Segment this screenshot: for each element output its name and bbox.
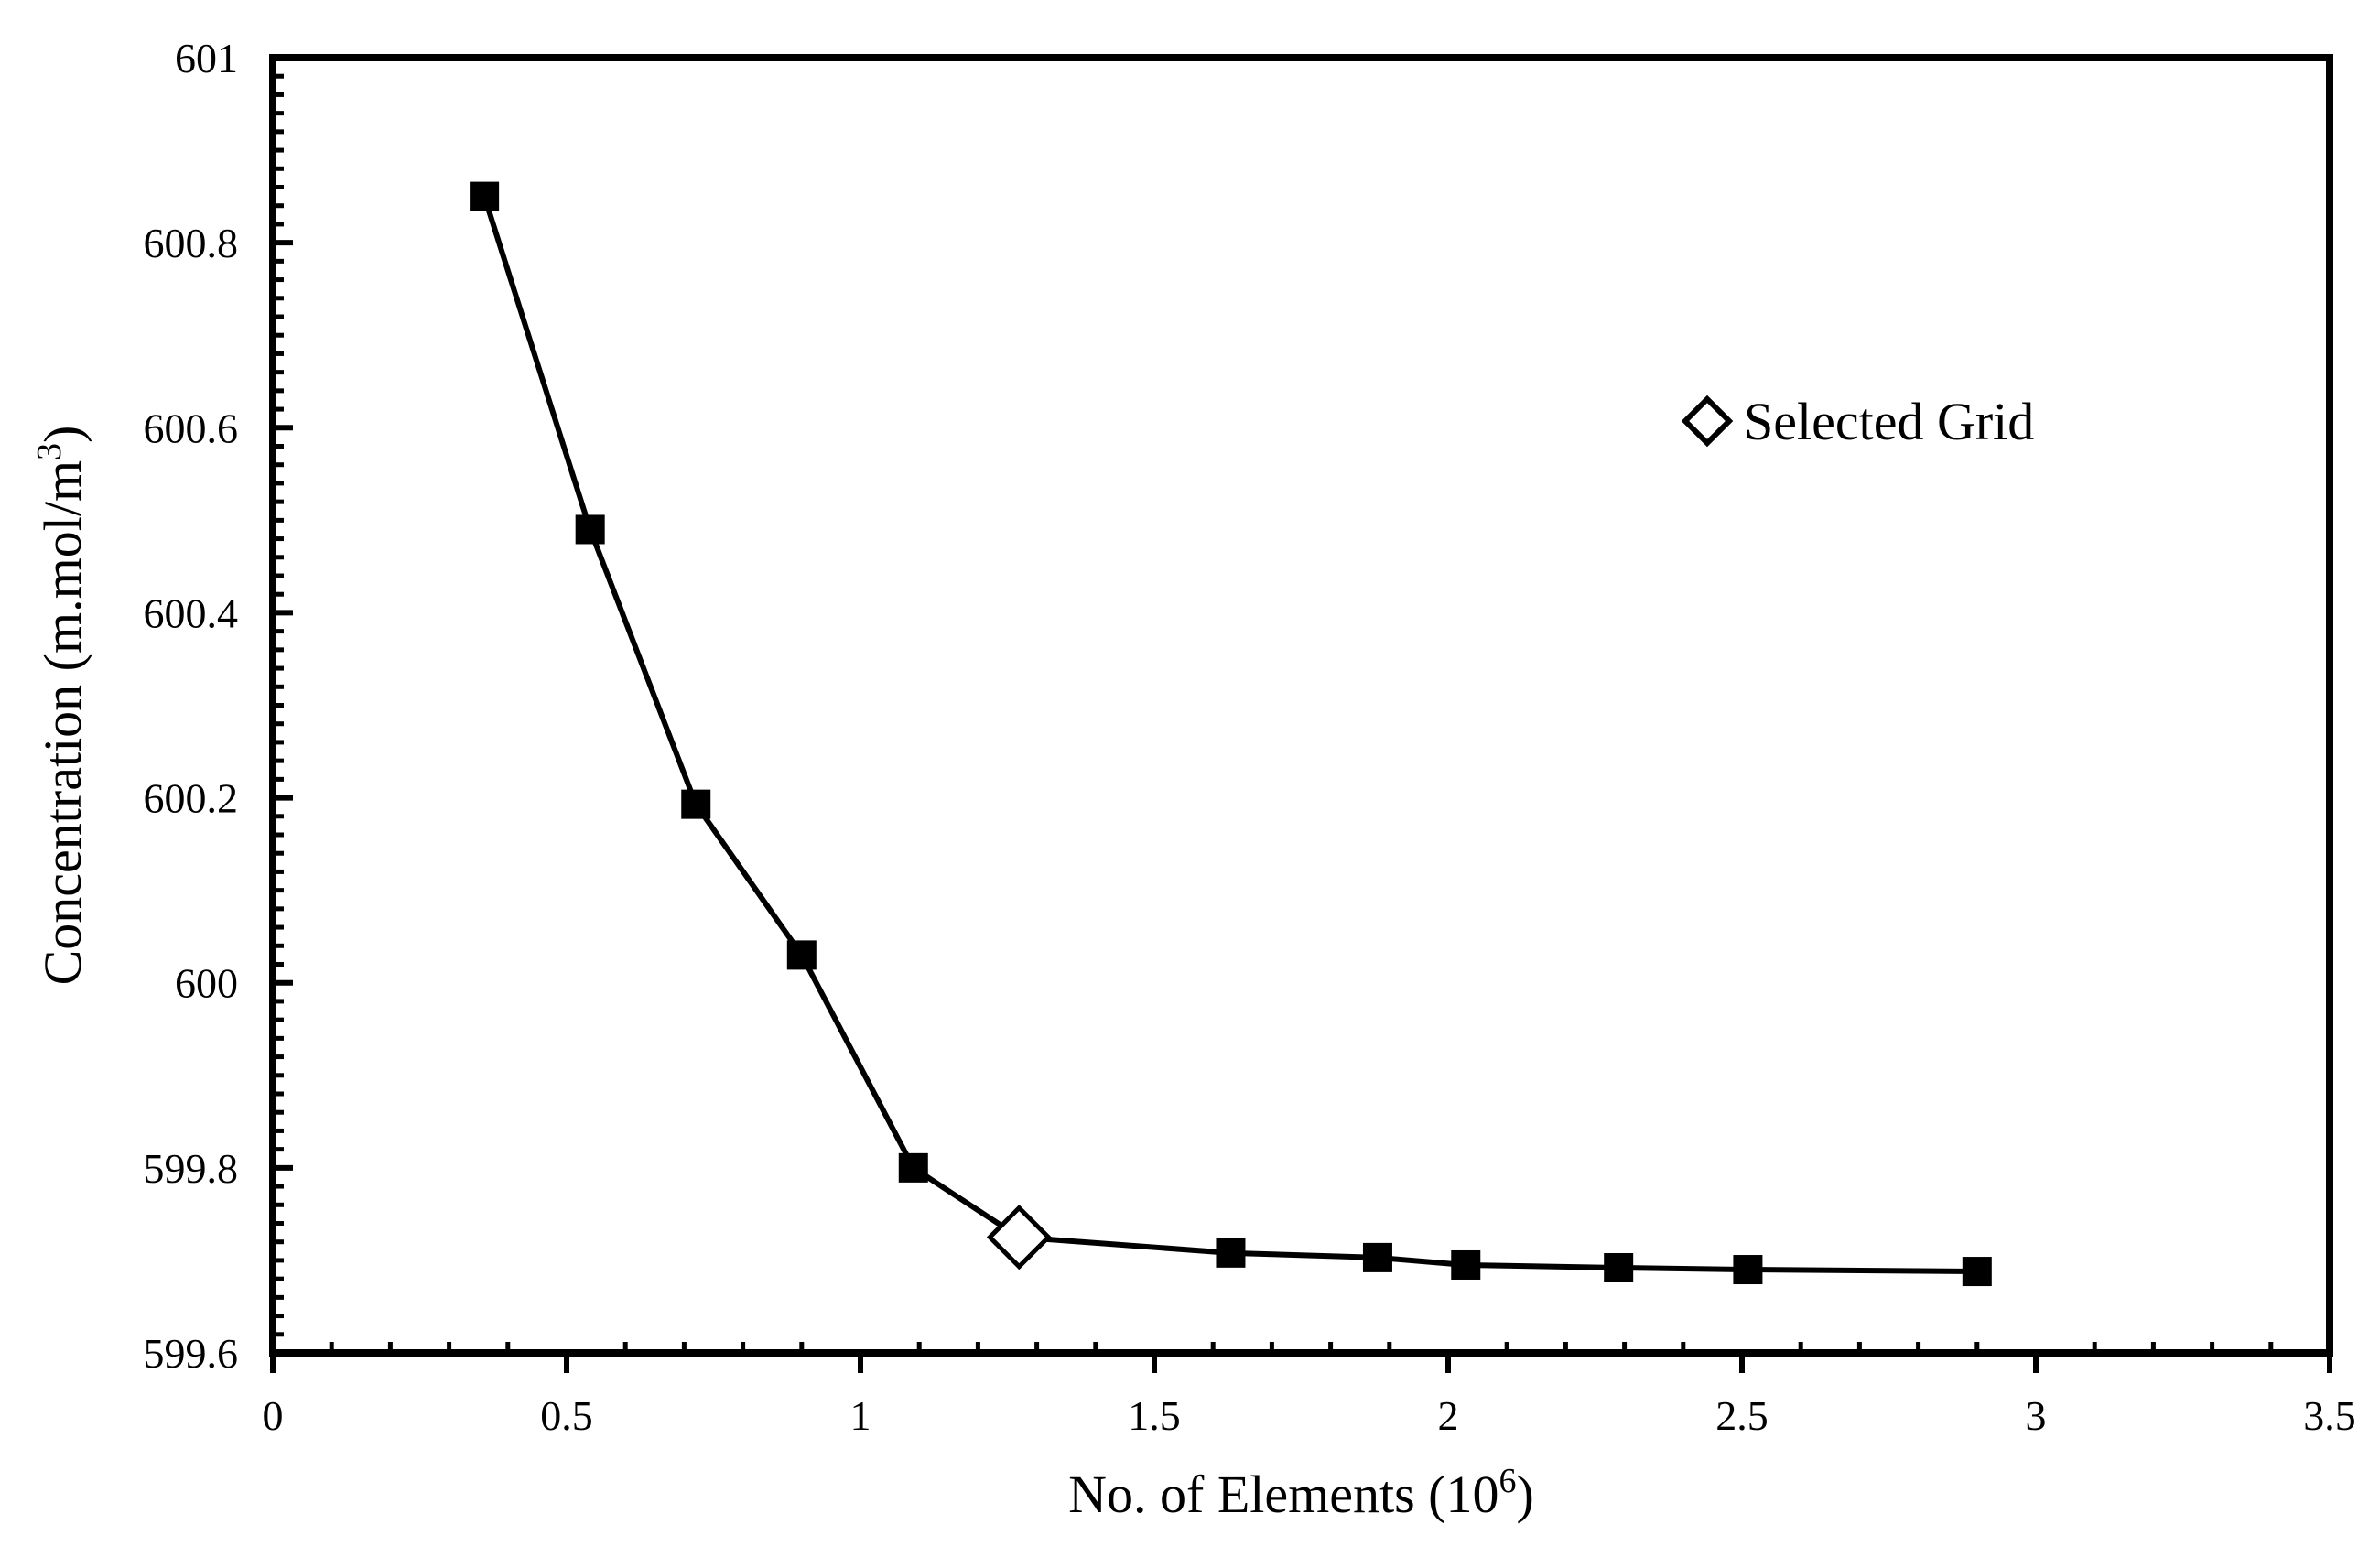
x-tick-label: 2.5 (1715, 1392, 1769, 1439)
x-tick-label: 2 (1438, 1392, 1459, 1439)
data-point (1733, 1255, 1763, 1285)
data-point (786, 940, 817, 970)
data-point (1362, 1242, 1392, 1272)
y-tick-label: 600 (175, 960, 238, 1007)
axis-ticks (270, 55, 2332, 1373)
x-tick-label: 3 (2026, 1392, 2047, 1439)
y-tick-label: 599.6 (144, 1330, 239, 1377)
x-axis-title: No. of Elements (106) (1068, 1462, 1534, 1524)
y-axis-title: Concentration (m.mol/m3) (30, 426, 92, 986)
plot-frame (269, 54, 2333, 1357)
tick-labels: 599.6 599.8 600 600.2 600.4 600.6 600.8 601 0 0.5… (144, 35, 2356, 1439)
x-tick-label: 0.5 (540, 1392, 593, 1439)
data-point (1604, 1253, 1634, 1283)
data-point (470, 181, 500, 211)
data-point (1216, 1238, 1246, 1268)
data-point (1962, 1257, 1992, 1287)
y-tick-label: 600.8 (144, 220, 239, 266)
x-tick-label: 0 (263, 1392, 284, 1439)
data-point (681, 789, 711, 819)
selected-grid-point (986, 1205, 1052, 1270)
y-tick-label: 600.4 (144, 589, 239, 636)
data-point (1451, 1249, 1481, 1280)
y-tick-label: 600.6 (144, 405, 239, 451)
x-tick-label: 1 (850, 1392, 871, 1439)
legend-label: Selected Grid (1744, 392, 2034, 451)
legend-diamond-icon (1681, 395, 1734, 448)
series-line (481, 195, 1977, 1275)
data-point (575, 514, 605, 545)
data-point (898, 1152, 928, 1183)
y-tick-label: 601 (175, 35, 238, 81)
legend: Selected Grid (1681, 392, 2034, 451)
plot-series (470, 181, 1992, 1287)
y-tick-label: 600.2 (144, 775, 239, 822)
x-tick-label: 1.5 (1128, 1392, 1181, 1439)
y-tick-label: 599.8 (144, 1145, 239, 1192)
x-tick-label: 3.5 (2303, 1392, 2356, 1439)
